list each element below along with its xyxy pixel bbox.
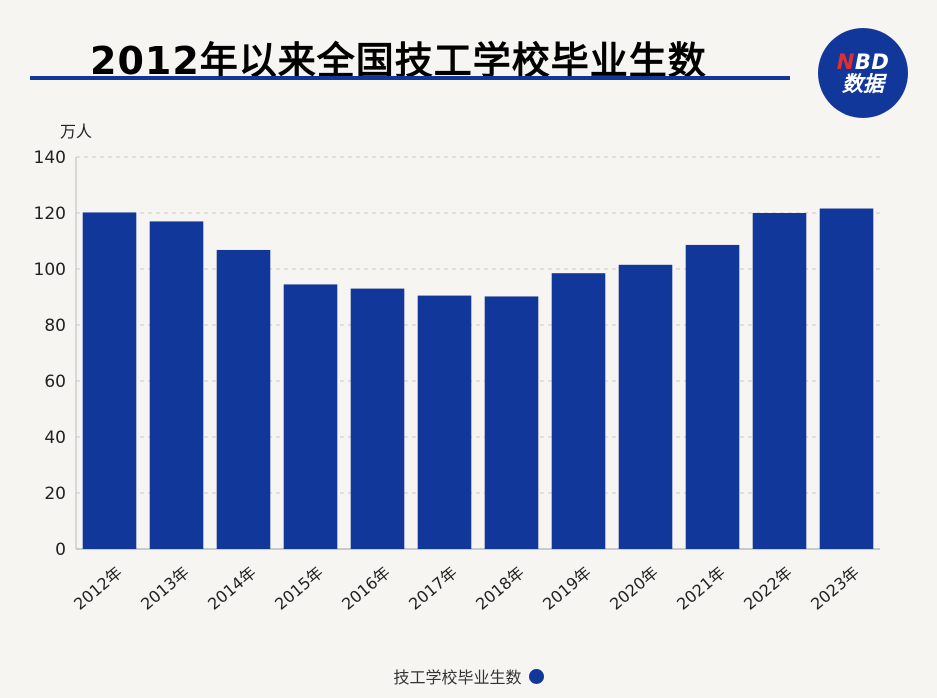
x-tick-label: 2018年	[472, 563, 528, 614]
x-tick-label: 2020年	[606, 563, 662, 614]
chart-title: 2012年以来全国技工学校毕业生数	[90, 39, 707, 83]
x-tick-label: 2017年	[405, 563, 461, 614]
x-tick-label: 2013年	[137, 563, 193, 614]
bar	[685, 244, 740, 550]
bar	[283, 284, 338, 549]
legend: 技工学校毕业生数	[0, 664, 937, 688]
y-tick-label: 140	[34, 148, 66, 168]
bar	[819, 208, 874, 549]
x-tick-label: 2016年	[338, 563, 394, 614]
y-tick-label: 40	[44, 428, 66, 448]
logo-bottom-text: 数据	[842, 72, 884, 96]
y-tick-label: 120	[34, 204, 66, 224]
x-tick-label: 2021年	[673, 563, 729, 614]
bar	[82, 212, 137, 549]
x-tick-label: 2012年	[70, 563, 126, 614]
y-tick-label: 20	[44, 484, 66, 504]
bar	[149, 221, 204, 549]
bar	[484, 296, 539, 549]
x-tick-label: 2014年	[204, 563, 260, 614]
bar	[350, 288, 405, 549]
nbd-logo: NBD 数据	[818, 28, 908, 118]
logo-n-letter: N	[836, 49, 855, 74]
y-tick-label: 100	[34, 260, 66, 280]
bar	[752, 213, 807, 549]
x-tick-label: 2015年	[271, 563, 327, 614]
y-tick-label: 0	[55, 540, 66, 560]
x-tick-label: 2022年	[740, 563, 796, 614]
bar	[216, 249, 271, 549]
x-tick-label: 2023年	[807, 563, 863, 614]
logo-top-text: NBD	[837, 51, 890, 73]
legend-label: 技工学校毕业生数	[393, 668, 522, 687]
y-tick-label: 80	[44, 316, 66, 336]
bar	[551, 273, 606, 549]
bar	[417, 295, 472, 549]
x-tick-label: 2019年	[539, 563, 595, 614]
y-tick-label: 60	[44, 372, 66, 392]
y-axis-unit-label: 万人	[60, 122, 93, 141]
logo-bd-letters: BD	[854, 49, 890, 74]
title-underline	[30, 76, 790, 80]
legend-swatch	[528, 668, 544, 684]
bar	[618, 264, 673, 549]
